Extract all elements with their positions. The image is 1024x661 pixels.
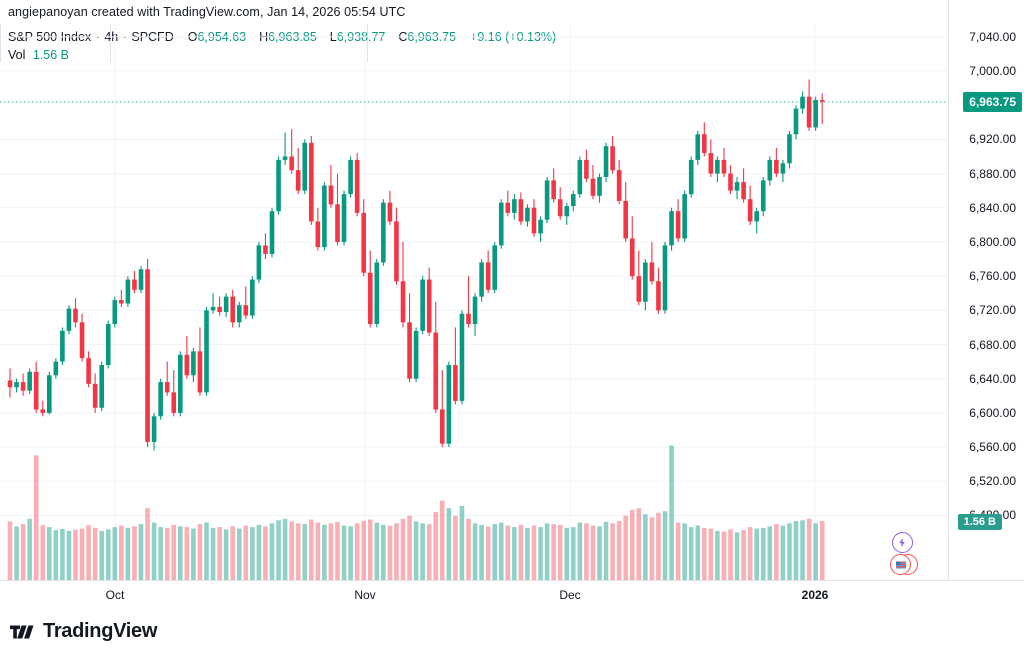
time-tick: 2026 xyxy=(801,588,829,602)
price-tick: 6,520.00 xyxy=(969,474,1016,489)
price-tick: 7,000.00 xyxy=(969,64,1016,78)
price-scale[interactable]: 7,040.00 7,000.00 6,920.00 6,880.00 6,840.00… xyxy=(948,0,1024,580)
time-tick: Nov xyxy=(354,588,376,602)
chart-corner-badges xyxy=(884,532,928,580)
price-tick: 6,920.00 xyxy=(969,132,1016,147)
price-tick: 6,880.00 xyxy=(969,166,1016,181)
volume-value: 1.56 B xyxy=(32,48,70,62)
legend-divider-middle xyxy=(110,24,111,62)
logo-text: TradingView xyxy=(43,620,158,642)
us-flag-icon[interactable] xyxy=(890,554,911,575)
price-tick: 6,840.00 xyxy=(969,200,1016,215)
chart-plot-area[interactable] xyxy=(0,24,948,580)
price-tick: 6,760.00 xyxy=(969,269,1016,284)
price-tick: 6,560.00 xyxy=(969,440,1016,455)
time-tick: Dec xyxy=(559,588,581,602)
legend-divider-right xyxy=(367,24,368,62)
price-tick: 6,600.00 xyxy=(969,405,1016,420)
attribution-text: angiepanoyan created with TradingView.co… xyxy=(8,5,406,19)
time-tick: Oct xyxy=(105,588,125,602)
tradingview-logo-mark xyxy=(10,625,34,638)
price-tick: 6,800.00 xyxy=(969,234,1016,249)
volume-scale-badge: 1.56 B xyxy=(957,514,1002,530)
tradingview-logo: TradingView xyxy=(10,620,157,643)
price-tick: 7,040.00 xyxy=(969,29,1016,44)
candlestick-svg xyxy=(0,24,948,580)
volume-label: Vol xyxy=(8,48,26,62)
time-scale[interactable]: Oct Nov Dec 2026 xyxy=(0,580,1024,608)
price-tick: 6,720.00 xyxy=(969,303,1016,318)
lightning-bolt-icon[interactable] xyxy=(892,532,913,553)
price-tick: 6,680.00 xyxy=(969,337,1016,352)
legend-volume-row: Vol 1.56 B xyxy=(8,47,556,63)
legend-divider-left xyxy=(0,24,1,62)
price-tick: 6,640.00 xyxy=(969,371,1016,386)
last-price-badge: 6,963.75 xyxy=(963,91,1022,112)
